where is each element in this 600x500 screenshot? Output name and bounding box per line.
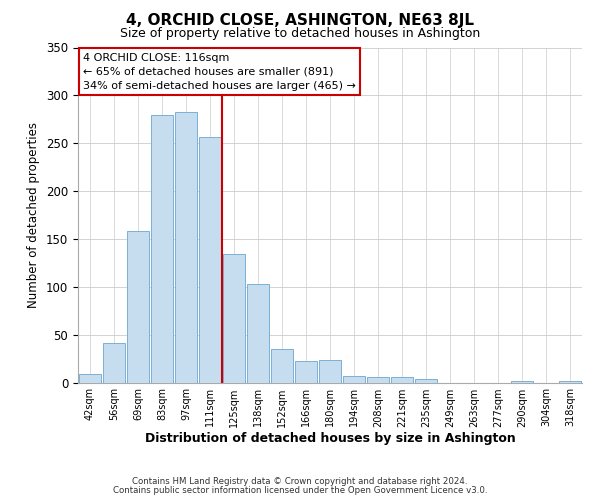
- Bar: [79, 374, 101, 382]
- Text: Contains public sector information licensed under the Open Government Licence v3: Contains public sector information licen…: [113, 486, 487, 495]
- Bar: [343, 376, 365, 382]
- Bar: [367, 377, 389, 382]
- Bar: [319, 360, 341, 382]
- Bar: [295, 362, 317, 382]
- Text: Size of property relative to detached houses in Ashington: Size of property relative to detached ho…: [120, 28, 480, 40]
- Bar: [223, 254, 245, 382]
- Bar: [151, 114, 173, 382]
- Bar: [199, 136, 221, 382]
- Bar: [127, 232, 149, 382]
- Bar: [271, 349, 293, 382]
- Y-axis label: Number of detached properties: Number of detached properties: [28, 122, 40, 308]
- X-axis label: Distribution of detached houses by size in Ashington: Distribution of detached houses by size …: [145, 432, 515, 446]
- Text: 4 ORCHID CLOSE: 116sqm
← 65% of detached houses are smaller (891)
34% of semi-de: 4 ORCHID CLOSE: 116sqm ← 65% of detached…: [83, 52, 356, 90]
- Text: 4, ORCHID CLOSE, ASHINGTON, NE63 8JL: 4, ORCHID CLOSE, ASHINGTON, NE63 8JL: [126, 12, 474, 28]
- Bar: [415, 378, 437, 382]
- Bar: [391, 377, 413, 382]
- Text: Contains HM Land Registry data © Crown copyright and database right 2024.: Contains HM Land Registry data © Crown c…: [132, 477, 468, 486]
- Bar: [103, 344, 125, 382]
- Bar: [559, 380, 581, 382]
- Bar: [511, 380, 533, 382]
- Bar: [247, 284, 269, 382]
- Bar: [175, 112, 197, 382]
